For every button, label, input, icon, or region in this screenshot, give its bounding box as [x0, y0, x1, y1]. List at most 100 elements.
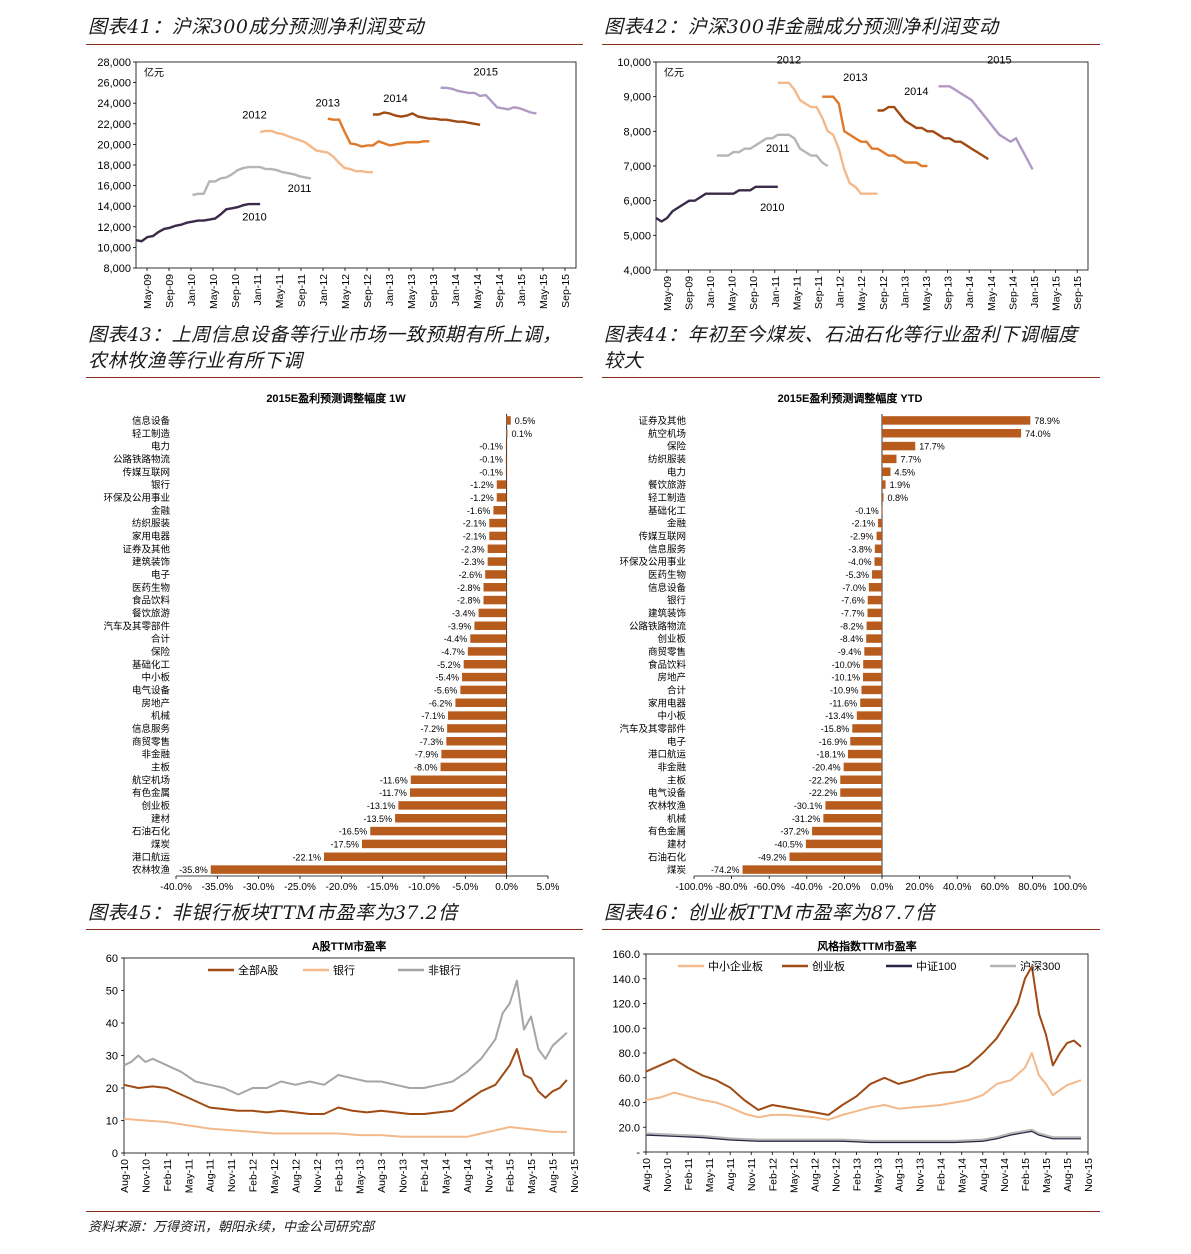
bar — [506, 429, 508, 438]
figure-43-title-line1: 图表43：上周信息设备等行业市场一致预期有所上调， — [88, 324, 562, 346]
category-label: 保险 — [667, 441, 687, 453]
bar — [872, 570, 882, 579]
category-label: 轻工制造 — [648, 492, 687, 504]
bar — [874, 544, 882, 553]
x-tick-label: -35.0% — [201, 882, 233, 893]
x-tick-label: Nov-11 — [746, 1158, 758, 1191]
series-label-2012: 2012 — [777, 55, 801, 67]
x-tick-label: May-13 — [873, 1158, 885, 1193]
bar — [882, 429, 1022, 438]
data-label: -11.6% — [829, 698, 857, 708]
bar — [478, 608, 507, 618]
series-label-2013: 2013 — [316, 97, 340, 109]
bar — [863, 660, 882, 669]
data-label: -8.0% — [414, 762, 438, 772]
y-tick-label: 9,000 — [623, 92, 651, 104]
x-tick-label: -15.0% — [367, 882, 399, 893]
x-tick-label: Nov-13 — [398, 1159, 410, 1193]
data-label: -2.9% — [850, 531, 874, 541]
bar — [874, 557, 882, 566]
data-label: -22.2% — [809, 775, 838, 785]
category-label: 航空机场 — [648, 428, 686, 440]
chart-title: 2015E盈利预测调整幅度 1W — [266, 391, 406, 405]
bar — [882, 441, 916, 451]
x-tick-label: Nov-10 — [140, 1159, 152, 1193]
category-label: 有色金属 — [648, 826, 686, 838]
y-tick-label: 26,000 — [97, 78, 131, 90]
x-tick-label: Aug-11 — [725, 1158, 737, 1191]
category-label: 建筑装饰 — [648, 607, 686, 619]
bar — [210, 865, 507, 874]
data-label: -3.9% — [448, 621, 472, 631]
x-tick-label: Feb-14 — [419, 1159, 431, 1192]
data-label: -16.9% — [819, 737, 848, 747]
y-tick-label: 80.0 — [619, 1048, 640, 1060]
bar — [742, 865, 882, 874]
data-label: -16.5% — [339, 827, 368, 837]
category-label: 信息设备 — [132, 415, 171, 427]
bar — [440, 762, 507, 772]
x-tick-label: Sep-12 — [362, 274, 374, 308]
category-label: 农林牧渔 — [648, 800, 687, 812]
x-tick-label: -100.0% — [675, 882, 712, 893]
category-label: 公路铁路物流 — [113, 453, 171, 465]
bar — [467, 647, 507, 656]
data-label: -7.0% — [842, 583, 866, 593]
x-tick-label: Aug-13 — [376, 1159, 388, 1193]
x-tick-label: Feb-13 — [851, 1158, 863, 1191]
series-line-2013 — [822, 95, 928, 168]
category-label: 建筑装饰 — [132, 556, 170, 568]
x-tick-label: Jan-15 — [1029, 276, 1041, 308]
y-tick-label: 10 — [106, 1116, 118, 1128]
footer-rule — [86, 1211, 1100, 1212]
category-label: 信息服务 — [648, 543, 687, 555]
y-tick-label: 160.0 — [612, 949, 640, 961]
y-tick-label: 7,000 — [623, 161, 651, 173]
data-label: -37.2% — [781, 827, 810, 837]
series-label-2011: 2011 — [766, 143, 790, 155]
x-tick-label: Aug-10 — [641, 1158, 653, 1192]
figure-44-rule — [602, 377, 1100, 378]
category-label: 建材 — [151, 813, 171, 825]
legend-label-创业板: 创业板 — [812, 959, 845, 973]
bar — [483, 595, 507, 605]
chart-45-a-share-ttm-pe: A股TTM市盈率 0 10 20 30 40 50 60 Aug-10 Nov-10 Feb-11 M… — [106, 939, 581, 1194]
y-tick-label: 24,000 — [97, 98, 131, 110]
data-label: -22.2% — [809, 788, 838, 798]
category-label: 建材 — [667, 838, 687, 850]
plot-frame — [645, 953, 1089, 1153]
x-tick-label: Jan-15 — [516, 274, 528, 306]
y-tick-label: 10,000 — [617, 57, 651, 69]
category-label: 有色金属 — [132, 787, 170, 799]
x-tick-label: Sep-15 — [1072, 276, 1084, 310]
data-label: -7.1% — [421, 711, 445, 721]
category-label: 房地产 — [657, 672, 686, 684]
category-label: 基础化工 — [648, 505, 687, 517]
x-tick-label: Jan-14 — [450, 274, 462, 306]
category-label: 公路铁路物流 — [629, 620, 687, 632]
y-tick-label: 40 — [106, 1018, 118, 1030]
data-label: -6.2% — [429, 698, 453, 708]
y-tick-label: 16,000 — [97, 181, 131, 193]
data-label: -11.7% — [379, 788, 407, 798]
data-label: -7.3% — [420, 737, 444, 747]
x-tick-label: Sep-10 — [230, 274, 242, 308]
bar — [505, 441, 507, 451]
figure-41-title: 图表41：沪深300成分预测净利润变动 — [88, 16, 424, 38]
figure-44-title-line2: 较大 — [604, 350, 644, 372]
figure-45-rule — [86, 929, 583, 930]
chart-46-style-index-ttm-pe: 风格指数TTM市盈率 - 20.0 40.0 60.0 80.0 100.0 120.0 140… — [612, 939, 1095, 1193]
bar — [852, 724, 882, 733]
x-tick-label: Jan-13 — [384, 274, 396, 306]
series-label-2011: 2011 — [288, 183, 312, 195]
x-tick-label: Sep-13 — [428, 274, 440, 308]
x-tick-label: Nov-11 — [226, 1159, 238, 1192]
x-tick-label: Feb-15 — [1020, 1158, 1032, 1191]
bar — [447, 724, 507, 733]
category-label: 主板 — [667, 774, 687, 786]
y-tick-label: 20.0 — [619, 1122, 640, 1134]
x-tick-label: 5.0% — [537, 882, 560, 893]
bar — [860, 698, 882, 707]
figure-45-title: 图表45：非银行板块TTM市盈率为37.2倍 — [88, 902, 458, 924]
data-label: -7.7% — [841, 608, 865, 618]
